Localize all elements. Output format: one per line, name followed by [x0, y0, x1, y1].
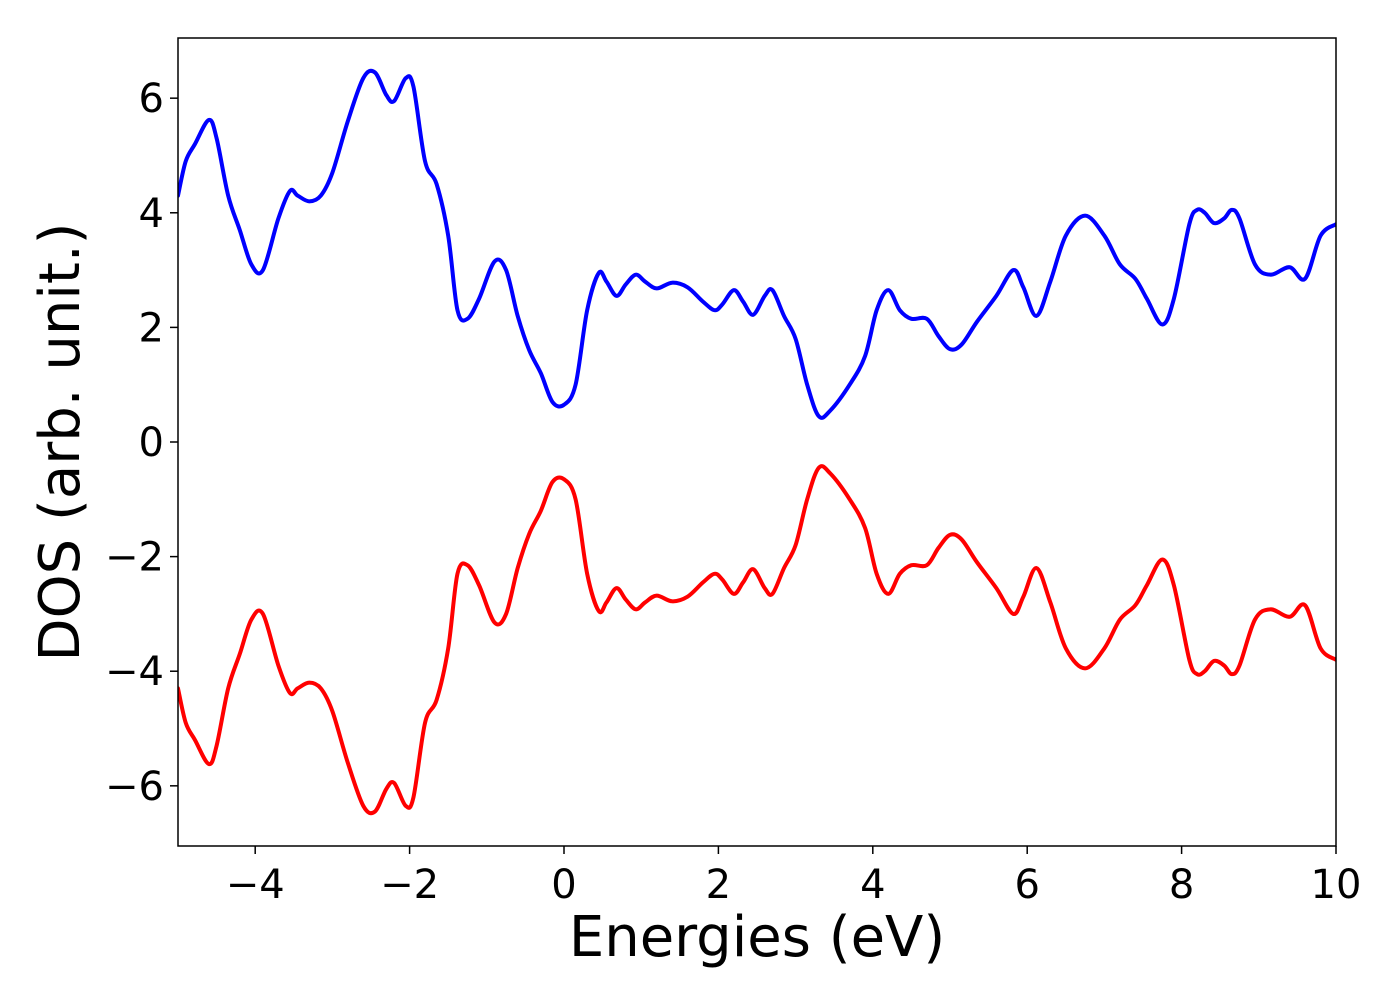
y-tick-label: 4	[139, 191, 164, 237]
plot-area	[178, 38, 1336, 846]
y-tick-label: 6	[139, 76, 164, 122]
y-tick-label: 2	[139, 305, 164, 351]
y-tick-label: 0	[139, 420, 164, 466]
series-line-1	[178, 68, 1336, 420]
series-layer	[178, 68, 1336, 816]
y-tick-label: −2	[105, 535, 164, 581]
x-tick-label: 0	[551, 862, 576, 908]
x-tick-label: 6	[1014, 862, 1039, 908]
plot-frame	[177, 37, 1337, 847]
y-axis-title: DOS (arb. unit.)	[28, 222, 93, 661]
x-tick-label: −2	[380, 862, 439, 908]
x-tick-label: 2	[706, 862, 731, 908]
tick-layer: −4 −2 0 2 4 6 8 10 −6 −4 −2 0 2 4 6	[105, 76, 1361, 908]
y-tick-label: −4	[105, 649, 164, 695]
series-line-2	[178, 464, 1336, 816]
x-tick-label: −4	[226, 862, 285, 908]
y-tick-label: −6	[105, 764, 164, 810]
x-tick-label: 10	[1311, 862, 1362, 908]
x-tick-label: 8	[1169, 862, 1194, 908]
x-axis-title: Energies (eV)	[569, 905, 945, 970]
x-tick-label: 4	[860, 862, 885, 908]
